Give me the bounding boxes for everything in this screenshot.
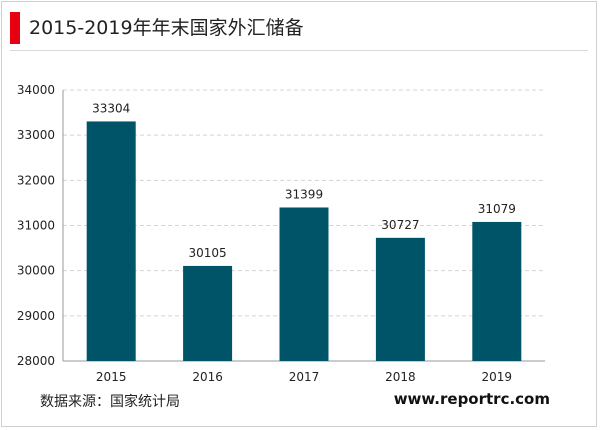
title-divider — [10, 50, 588, 51]
y-tick-label: 32000 — [17, 173, 55, 187]
bar-2019 — [472, 221, 522, 361]
y-tick-label: 30000 — [17, 264, 55, 278]
data-label: 30727 — [381, 218, 419, 232]
y-tick-label: 28000 — [17, 354, 55, 368]
data-source: 数据来源：国家统计局 — [40, 394, 180, 410]
website-link[interactable]: www.reportrc.com — [393, 390, 550, 408]
data-label: 30105 — [189, 246, 227, 260]
y-tick-label: 34000 — [17, 83, 55, 97]
y-tick-label: 29000 — [17, 309, 55, 323]
bar-2015 — [86, 121, 136, 361]
bar-2016 — [183, 265, 233, 361]
title-accent-bar — [10, 12, 20, 44]
x-tick-label: 2017 — [289, 370, 320, 384]
x-tick-label: 2018 — [385, 370, 416, 384]
y-tick-label: 31000 — [17, 219, 55, 233]
data-label: 31399 — [285, 187, 323, 201]
x-tick-label: 2019 — [482, 370, 513, 384]
x-tick-label: 2016 — [192, 370, 223, 384]
y-tick-label: 33000 — [17, 128, 55, 142]
bar-2018 — [375, 237, 425, 361]
x-tick-label: 2015 — [96, 370, 127, 384]
bar-2017 — [279, 207, 329, 361]
chart-title: 2015-2019年年末国家外汇储备 — [29, 17, 304, 39]
data-label: 31079 — [478, 202, 516, 216]
data-label: 33304 — [92, 101, 130, 115]
